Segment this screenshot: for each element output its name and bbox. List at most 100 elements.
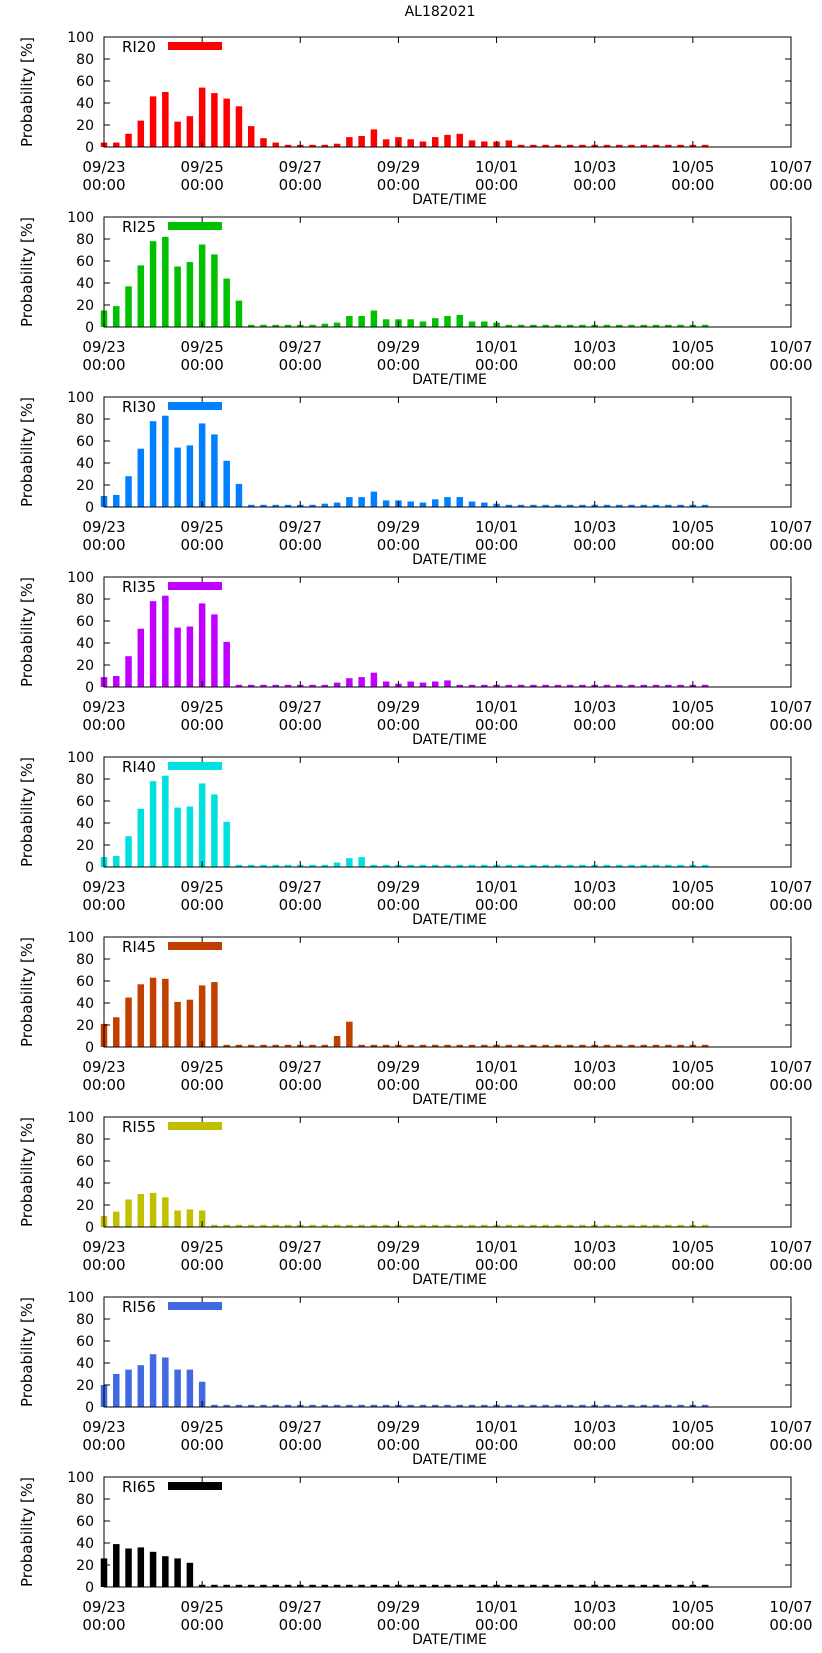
x-tick-label-time: 00:00 (671, 1436, 714, 1454)
x-tick-label-time: 00:00 (475, 536, 518, 554)
bar (235, 1584, 243, 1587)
bar (235, 300, 243, 327)
legend-swatch (168, 1122, 222, 1130)
y-tick-label: 40 (76, 456, 94, 472)
legend-label: RI30 (122, 398, 156, 416)
bar (211, 794, 218, 867)
y-tick-label: 20 (76, 478, 94, 494)
bar (113, 1017, 120, 1047)
bar (211, 93, 218, 147)
bar (603, 1404, 611, 1407)
bar (333, 502, 341, 507)
x-tick-label-date: 10/01 (475, 518, 518, 536)
x-tick-label-time: 00:00 (475, 1076, 518, 1094)
bar (198, 985, 206, 1047)
bar (603, 1584, 611, 1587)
bar (272, 1404, 279, 1407)
legend-swatch (168, 1302, 222, 1310)
x-tick-label-time: 00:00 (181, 176, 224, 194)
bar (211, 434, 218, 507)
bar (517, 1224, 525, 1227)
bar (665, 504, 672, 507)
bar (566, 324, 574, 327)
bar (247, 324, 255, 327)
x-tick-label-date: 10/03 (573, 338, 616, 356)
bar (579, 864, 586, 867)
bar (652, 1224, 660, 1227)
x-tick-label-time: 00:00 (671, 1616, 714, 1634)
bar (284, 684, 292, 687)
x-tick-label-date: 09/25 (181, 698, 224, 716)
bar (211, 614, 218, 687)
x-axis-title: DATE/TIME (412, 912, 487, 928)
bar (260, 1044, 267, 1047)
plot-frame (103, 936, 792, 1048)
bar (542, 324, 549, 327)
bar (677, 684, 684, 687)
x-tick-label-time: 00:00 (377, 1256, 420, 1274)
x-tick-label-time: 00:00 (279, 896, 322, 914)
x-tick-label-time: 00:00 (475, 716, 518, 734)
bar (517, 324, 525, 327)
bar (566, 1584, 574, 1587)
x-tick-label-date: 10/03 (573, 518, 616, 536)
x-tick-label-date: 09/27 (279, 878, 322, 896)
x-tick-label-time: 00:00 (82, 716, 125, 734)
x-tick-label-time: 00:00 (279, 176, 322, 194)
bar (665, 324, 672, 327)
bar (162, 1357, 169, 1407)
bar (677, 1224, 684, 1227)
bar (272, 1224, 279, 1227)
bar (628, 504, 635, 507)
bar (235, 1044, 243, 1047)
y-tick-label: 100 (67, 570, 94, 586)
x-tick-label-time: 00:00 (377, 1076, 420, 1094)
bar (640, 144, 648, 147)
bar (616, 1404, 623, 1407)
bar (530, 504, 537, 507)
bar (579, 324, 586, 327)
bar (370, 1044, 378, 1047)
bar (370, 864, 378, 867)
bar (125, 286, 132, 327)
y-axis-title: Probability [%] (18, 37, 36, 147)
x-tick-label-time: 00:00 (573, 536, 616, 554)
bar (542, 864, 549, 867)
bar (260, 1584, 267, 1587)
bar (382, 864, 390, 867)
x-tick-label-time: 00:00 (475, 1256, 518, 1274)
bar (505, 1584, 513, 1587)
bar (517, 684, 525, 687)
y-tick-label: 60 (76, 1154, 94, 1170)
bar (321, 684, 329, 687)
x-tick-label-date: 10/01 (475, 1238, 518, 1256)
bar (235, 1404, 243, 1407)
y-tick-label: 100 (67, 390, 94, 406)
y-tick-label: 100 (67, 30, 94, 46)
bar (456, 1044, 464, 1047)
bar (211, 1584, 218, 1587)
bar (530, 1404, 537, 1407)
bar (247, 1404, 255, 1407)
bar (456, 314, 464, 327)
bar (211, 982, 218, 1047)
bar (444, 1404, 451, 1407)
bar (628, 864, 635, 867)
bar (321, 1224, 329, 1227)
x-tick-label-date: 09/27 (279, 1058, 322, 1076)
x-tick-label-time: 00:00 (573, 896, 616, 914)
x-axis-title: DATE/TIME (412, 1452, 487, 1468)
bar (247, 864, 255, 867)
bar (579, 1224, 586, 1227)
bar (235, 106, 243, 147)
x-tick-label-time: 00:00 (769, 1256, 812, 1274)
bar (542, 1404, 549, 1407)
x-tick-label-date: 09/27 (279, 338, 322, 356)
bar (468, 501, 476, 507)
y-tick-label: 40 (76, 816, 94, 832)
y-tick-label: 20 (76, 658, 94, 674)
bar (431, 1584, 439, 1587)
bar (198, 1381, 206, 1407)
y-tick-label: 60 (76, 1334, 94, 1350)
bar (566, 1404, 574, 1407)
